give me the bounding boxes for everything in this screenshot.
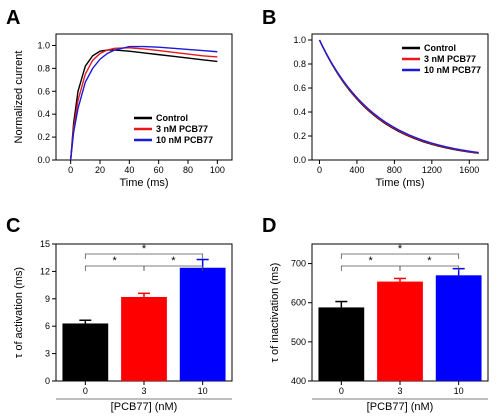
x-tick-label: 10 <box>454 386 464 396</box>
y-tick-label: 1.0 <box>37 40 50 50</box>
x-tick-label: 40 <box>124 165 134 175</box>
bar <box>121 296 167 381</box>
x-tick-label: 0 <box>317 165 322 175</box>
y-axis-title: Normalized current <box>13 51 25 144</box>
y-tick-label: 600 <box>291 298 306 308</box>
y-tick-label: 400 <box>291 376 306 386</box>
plot-frame <box>311 33 489 161</box>
legend-entry: 10 nM PCB77 <box>156 135 213 145</box>
chart-a: 0 20 40 60 80 100 0.0 0.2 0.4 0.6 0.8 1.0 Time (ms) N… <box>13 33 233 189</box>
significance-star: * <box>427 255 432 267</box>
x-axis-title: [PCB77] (nM) <box>111 401 178 413</box>
x-tick-label: 800 <box>387 165 402 175</box>
bar <box>62 323 109 381</box>
series-line <box>69 47 218 161</box>
x-tick-label: 80 <box>183 165 193 175</box>
y-tick-label: 0.4 <box>37 109 50 119</box>
y-tick-label: 0.8 <box>293 59 306 69</box>
x-tick-label: 100 <box>210 165 225 175</box>
x-tick-label: 3 <box>141 386 146 396</box>
significance-star: * <box>113 255 118 267</box>
plot-frame <box>55 33 233 161</box>
bar <box>435 275 482 381</box>
y-tick-label: 0.6 <box>37 86 50 96</box>
significance-star: * <box>369 255 374 267</box>
significance-bracket <box>340 253 460 259</box>
y-tick-label: 12 <box>40 266 50 276</box>
x-tick-label: 20 <box>95 165 105 175</box>
bar <box>318 307 365 381</box>
x-tick-label: 1200 <box>422 165 442 175</box>
panel-label-b: B <box>262 7 276 29</box>
legend-entry: Control <box>424 43 456 53</box>
y-axis-title: τ of inactivation (ms) <box>269 263 281 363</box>
y-tick-label: 0.2 <box>37 132 50 142</box>
y-tick-label: 0.6 <box>293 83 306 93</box>
panel-label-c: C <box>6 215 20 237</box>
panel-label-d: D <box>262 215 276 237</box>
significance-star: * <box>142 243 147 255</box>
x-tick-label: 0 <box>339 386 344 396</box>
chart-c: 0 3 6 9 12 15 0 3 10 [PCB77] (nM) τ of activation … <box>13 239 233 413</box>
significance-bracket <box>399 265 460 271</box>
x-tick-label: 400 <box>349 165 364 175</box>
significance-star: * <box>171 255 176 267</box>
y-tick-label: 3 <box>45 349 50 359</box>
significance-bracket <box>143 265 204 271</box>
x-tick-label: 10 <box>198 386 208 396</box>
y-tick-label: 700 <box>291 259 306 269</box>
significance-star: * <box>398 243 403 255</box>
x-tick-label: 1600 <box>459 165 479 175</box>
y-tick-label: 15 <box>40 239 50 249</box>
x-axis-title: [PCB77] (nM) <box>367 401 434 413</box>
chart-b: 0 400 800 1200 1600 0.0 0.2 0.4 0.6 0.8 1.0 Time (m… <box>293 33 489 189</box>
y-tick-label: 0.4 <box>293 107 306 117</box>
x-axis-title: Time (ms) <box>375 177 424 189</box>
y-tick-label: 0.2 <box>293 131 306 141</box>
y-tick-label: 0.0 <box>37 155 50 165</box>
bar <box>377 281 423 381</box>
y-tick-label: 0.0 <box>293 155 306 165</box>
legend-entry: 3 nM PCB77 <box>156 124 208 134</box>
bar <box>179 267 226 381</box>
x-axis-title: Time (ms) <box>119 177 168 189</box>
x-tick-label: 0 <box>68 165 73 175</box>
y-axis-title: τ of activation (ms) <box>13 267 25 358</box>
y-tick-label: 0 <box>45 376 50 386</box>
panel-label-a: A <box>6 7 20 29</box>
y-tick-label: 0.8 <box>37 63 50 73</box>
y-tick-label: 1.0 <box>293 35 306 45</box>
legend-entry: 3 nM PCB77 <box>424 54 476 64</box>
legend-entry: 10 nM PCB77 <box>424 65 481 75</box>
y-tick-label: 500 <box>291 337 306 347</box>
y-tick-label: 9 <box>45 294 50 304</box>
x-tick-label: 3 <box>397 386 402 396</box>
y-tick-label: 6 <box>45 321 50 331</box>
legend-entry: Control <box>156 113 188 123</box>
series-line <box>318 39 479 154</box>
significance-bracket <box>84 253 204 259</box>
series-line <box>69 45 218 161</box>
x-tick-label: 0 <box>83 386 88 396</box>
chart-d: 400 500 600 700 0 3 10 [PCB77] (nM) τ of inactiv… <box>269 243 489 413</box>
x-tick-label: 60 <box>154 165 164 175</box>
